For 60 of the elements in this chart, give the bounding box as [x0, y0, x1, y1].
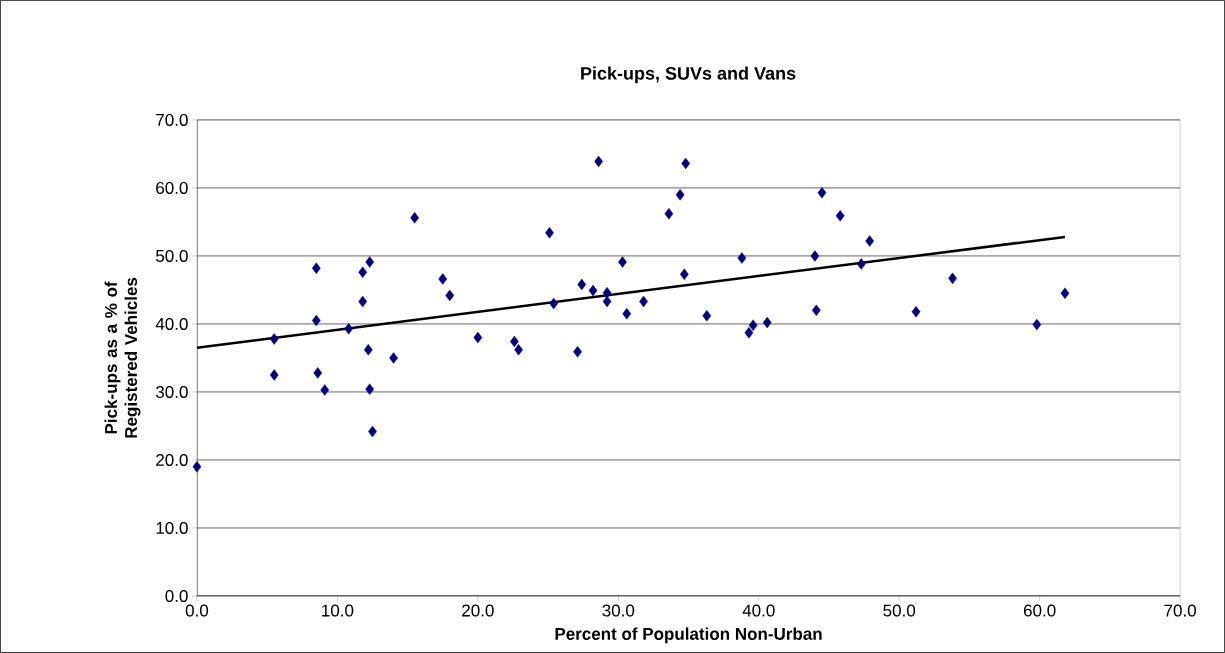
y-tick-label: 40.0	[155, 317, 188, 331]
point	[320, 384, 330, 396]
point	[312, 262, 321, 274]
point	[573, 346, 582, 358]
x-tick-label: 50.0	[883, 604, 916, 617]
point	[577, 278, 587, 291]
point	[365, 383, 375, 395]
point	[389, 352, 398, 364]
point	[363, 344, 373, 356]
point	[865, 235, 875, 247]
x-tick-label: 40.0	[742, 604, 775, 617]
point	[622, 308, 632, 320]
point	[737, 252, 747, 264]
point	[549, 297, 559, 310]
point	[269, 369, 279, 381]
point	[269, 333, 279, 345]
y-tick-label: 0.0	[165, 590, 188, 603]
point	[545, 227, 554, 239]
point	[702, 310, 712, 322]
point	[438, 273, 448, 285]
point	[410, 212, 419, 224]
y-tick-label: 50.0	[156, 249, 188, 262]
x-tick-label: 70.0	[1164, 604, 1196, 617]
point	[1060, 287, 1070, 300]
point	[675, 189, 685, 201]
point	[313, 367, 323, 379]
y-tick-label: 70.0	[156, 113, 188, 126]
point	[744, 327, 754, 339]
point	[835, 210, 845, 222]
point	[618, 256, 627, 268]
point	[664, 208, 674, 220]
point	[588, 284, 598, 297]
point	[810, 250, 820, 262]
y-tick-label: 10.0	[156, 522, 188, 535]
point	[1032, 318, 1042, 331]
point	[748, 319, 758, 332]
y-tick-label: 20.0	[156, 453, 188, 467]
point	[817, 187, 827, 199]
chart-title: Pick-ups, SUVs and Vans	[581, 66, 796, 84]
y-tick-label: 60.0	[156, 181, 188, 194]
point	[911, 306, 921, 318]
x-tick-label: 10.0	[322, 604, 354, 617]
x-tick-label: 60.0	[1023, 604, 1056, 617]
point	[762, 316, 772, 329]
point	[445, 289, 455, 302]
point	[365, 256, 375, 268]
y-tick-label: 30.0	[155, 385, 188, 399]
point	[514, 344, 523, 356]
x-axis-title: Percent of Population Non-Urban	[555, 627, 822, 644]
point	[856, 258, 866, 270]
point	[679, 268, 689, 281]
x-tick-label: 20.0	[462, 604, 494, 617]
point	[344, 323, 353, 335]
y-axis-title: Pick-ups as a % of Registered Vehicles	[104, 277, 141, 438]
point	[358, 266, 367, 278]
point	[192, 461, 202, 473]
point	[681, 157, 691, 170]
x-tick-label: 0.0	[185, 604, 209, 617]
x-tick-label: 30.0	[602, 604, 635, 617]
point	[473, 331, 483, 344]
